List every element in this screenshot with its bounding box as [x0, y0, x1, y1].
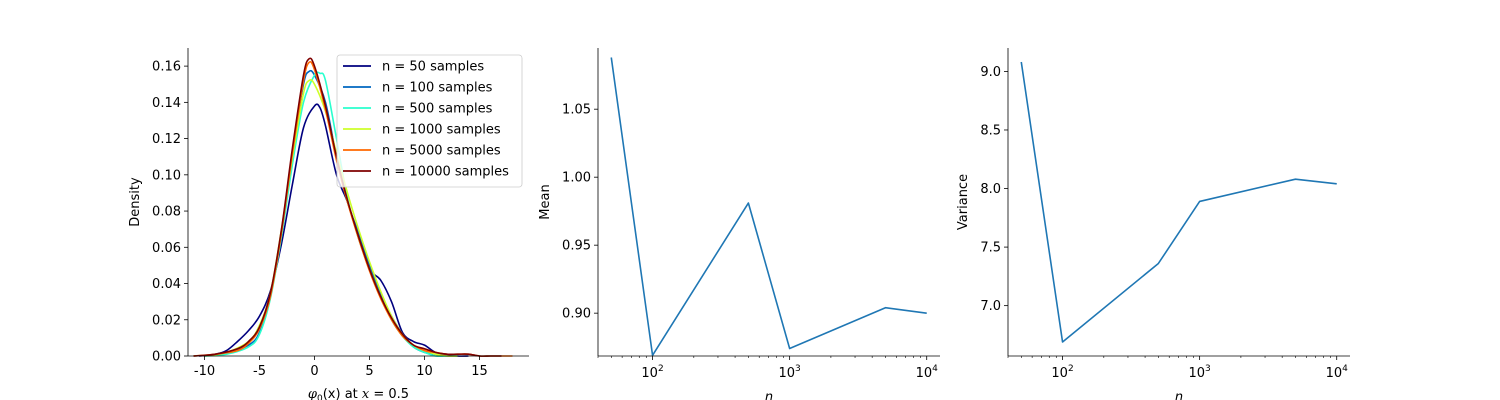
- y-tick-label: 7.5: [980, 241, 1001, 256]
- y-tick-label: 7.0: [980, 299, 1001, 314]
- legend-item: n = 50 samples: [343, 60, 484, 75]
- y-tick-label: 0.10: [152, 168, 181, 183]
- x-tick-label: -5: [253, 364, 266, 379]
- y-tick-label: 0.02: [152, 313, 181, 328]
- mean-panel: 0.90 0.95 1.00 1.05 102 103 104 n Mean: [538, 48, 940, 400]
- x-tick-label: 103: [1188, 364, 1210, 381]
- legend-item: n = 100 samples: [343, 81, 493, 96]
- y-tick-label: 0.90: [562, 307, 591, 322]
- x-tick-label: 10: [416, 364, 433, 379]
- mean-line: [610, 57, 927, 357]
- x-tick-label: 104: [916, 364, 939, 381]
- variance-panel: 7.0 7.5 8.0 8.5 9.0 102 103 104 n Variance: [956, 48, 1350, 400]
- variance-line: [1020, 61, 1337, 343]
- y-tick-label: 9.0: [980, 65, 1001, 80]
- legend-item: n = 5000 samples: [343, 144, 501, 159]
- legend-label: n = 5000 samples: [382, 144, 501, 159]
- legend-label: n = 10000 samples: [382, 165, 509, 180]
- x-tick-label: 102: [641, 364, 663, 381]
- density-series-line: [193, 57, 502, 357]
- y-axis-label: Density: [128, 177, 143, 227]
- x-tick-label: 102: [1051, 364, 1073, 381]
- x-tick-label: -10: [194, 364, 215, 379]
- legend-item: n = 500 samples: [343, 102, 493, 117]
- y-tick-label: 0.14: [152, 96, 181, 111]
- y-tick-label: 8.0: [980, 182, 1001, 197]
- legend-box: [336, 54, 523, 188]
- x-tick-label: 0: [310, 364, 318, 379]
- x-tick-label: 103: [778, 364, 800, 381]
- legend-label: n = 500 samples: [382, 102, 493, 117]
- x-tick-label: 5: [365, 364, 373, 379]
- y-axis-label: Variance: [956, 174, 971, 230]
- legend-label: n = 1000 samples: [382, 123, 501, 138]
- y-tick-label: 0.16: [152, 60, 181, 75]
- x-tick-label: 15: [471, 364, 488, 379]
- legend-item: n = 10000 samples: [343, 165, 509, 180]
- x-axis-label: n: [1175, 390, 1183, 400]
- y-tick-label: 0.06: [152, 241, 181, 256]
- legend-label: n = 50 samples: [382, 60, 484, 75]
- y-tick-label: 0.08: [152, 205, 181, 220]
- y-tick-label: 1.05: [562, 103, 591, 118]
- y-tick-label: 0.12: [152, 132, 181, 147]
- density-panel: 0.00 0.02 0.04 0.06 0.08 0.10 0.12 0.14 0.16 -10 -…: [128, 48, 529, 400]
- legend-item: n = 1000 samples: [343, 123, 501, 138]
- y-tick-label: 1.00: [562, 171, 591, 186]
- y-tick-label: 8.5: [980, 123, 1001, 138]
- x-axis-label: n: [765, 390, 773, 400]
- legend: n = 50 samples n = 100 samples n = 500 sam…: [336, 54, 523, 188]
- density-series-line: [198, 103, 469, 357]
- x-tick-label: 104: [1326, 364, 1349, 381]
- y-tick-label: 0.04: [152, 277, 181, 292]
- x-axis-label: φ0(x) at x = 0.5: [308, 387, 409, 400]
- legend-label: n = 100 samples: [382, 81, 493, 96]
- y-tick-label: 0.00: [152, 350, 181, 365]
- y-axis-label: Mean: [538, 184, 553, 219]
- y-tick-label: 0.95: [562, 239, 591, 254]
